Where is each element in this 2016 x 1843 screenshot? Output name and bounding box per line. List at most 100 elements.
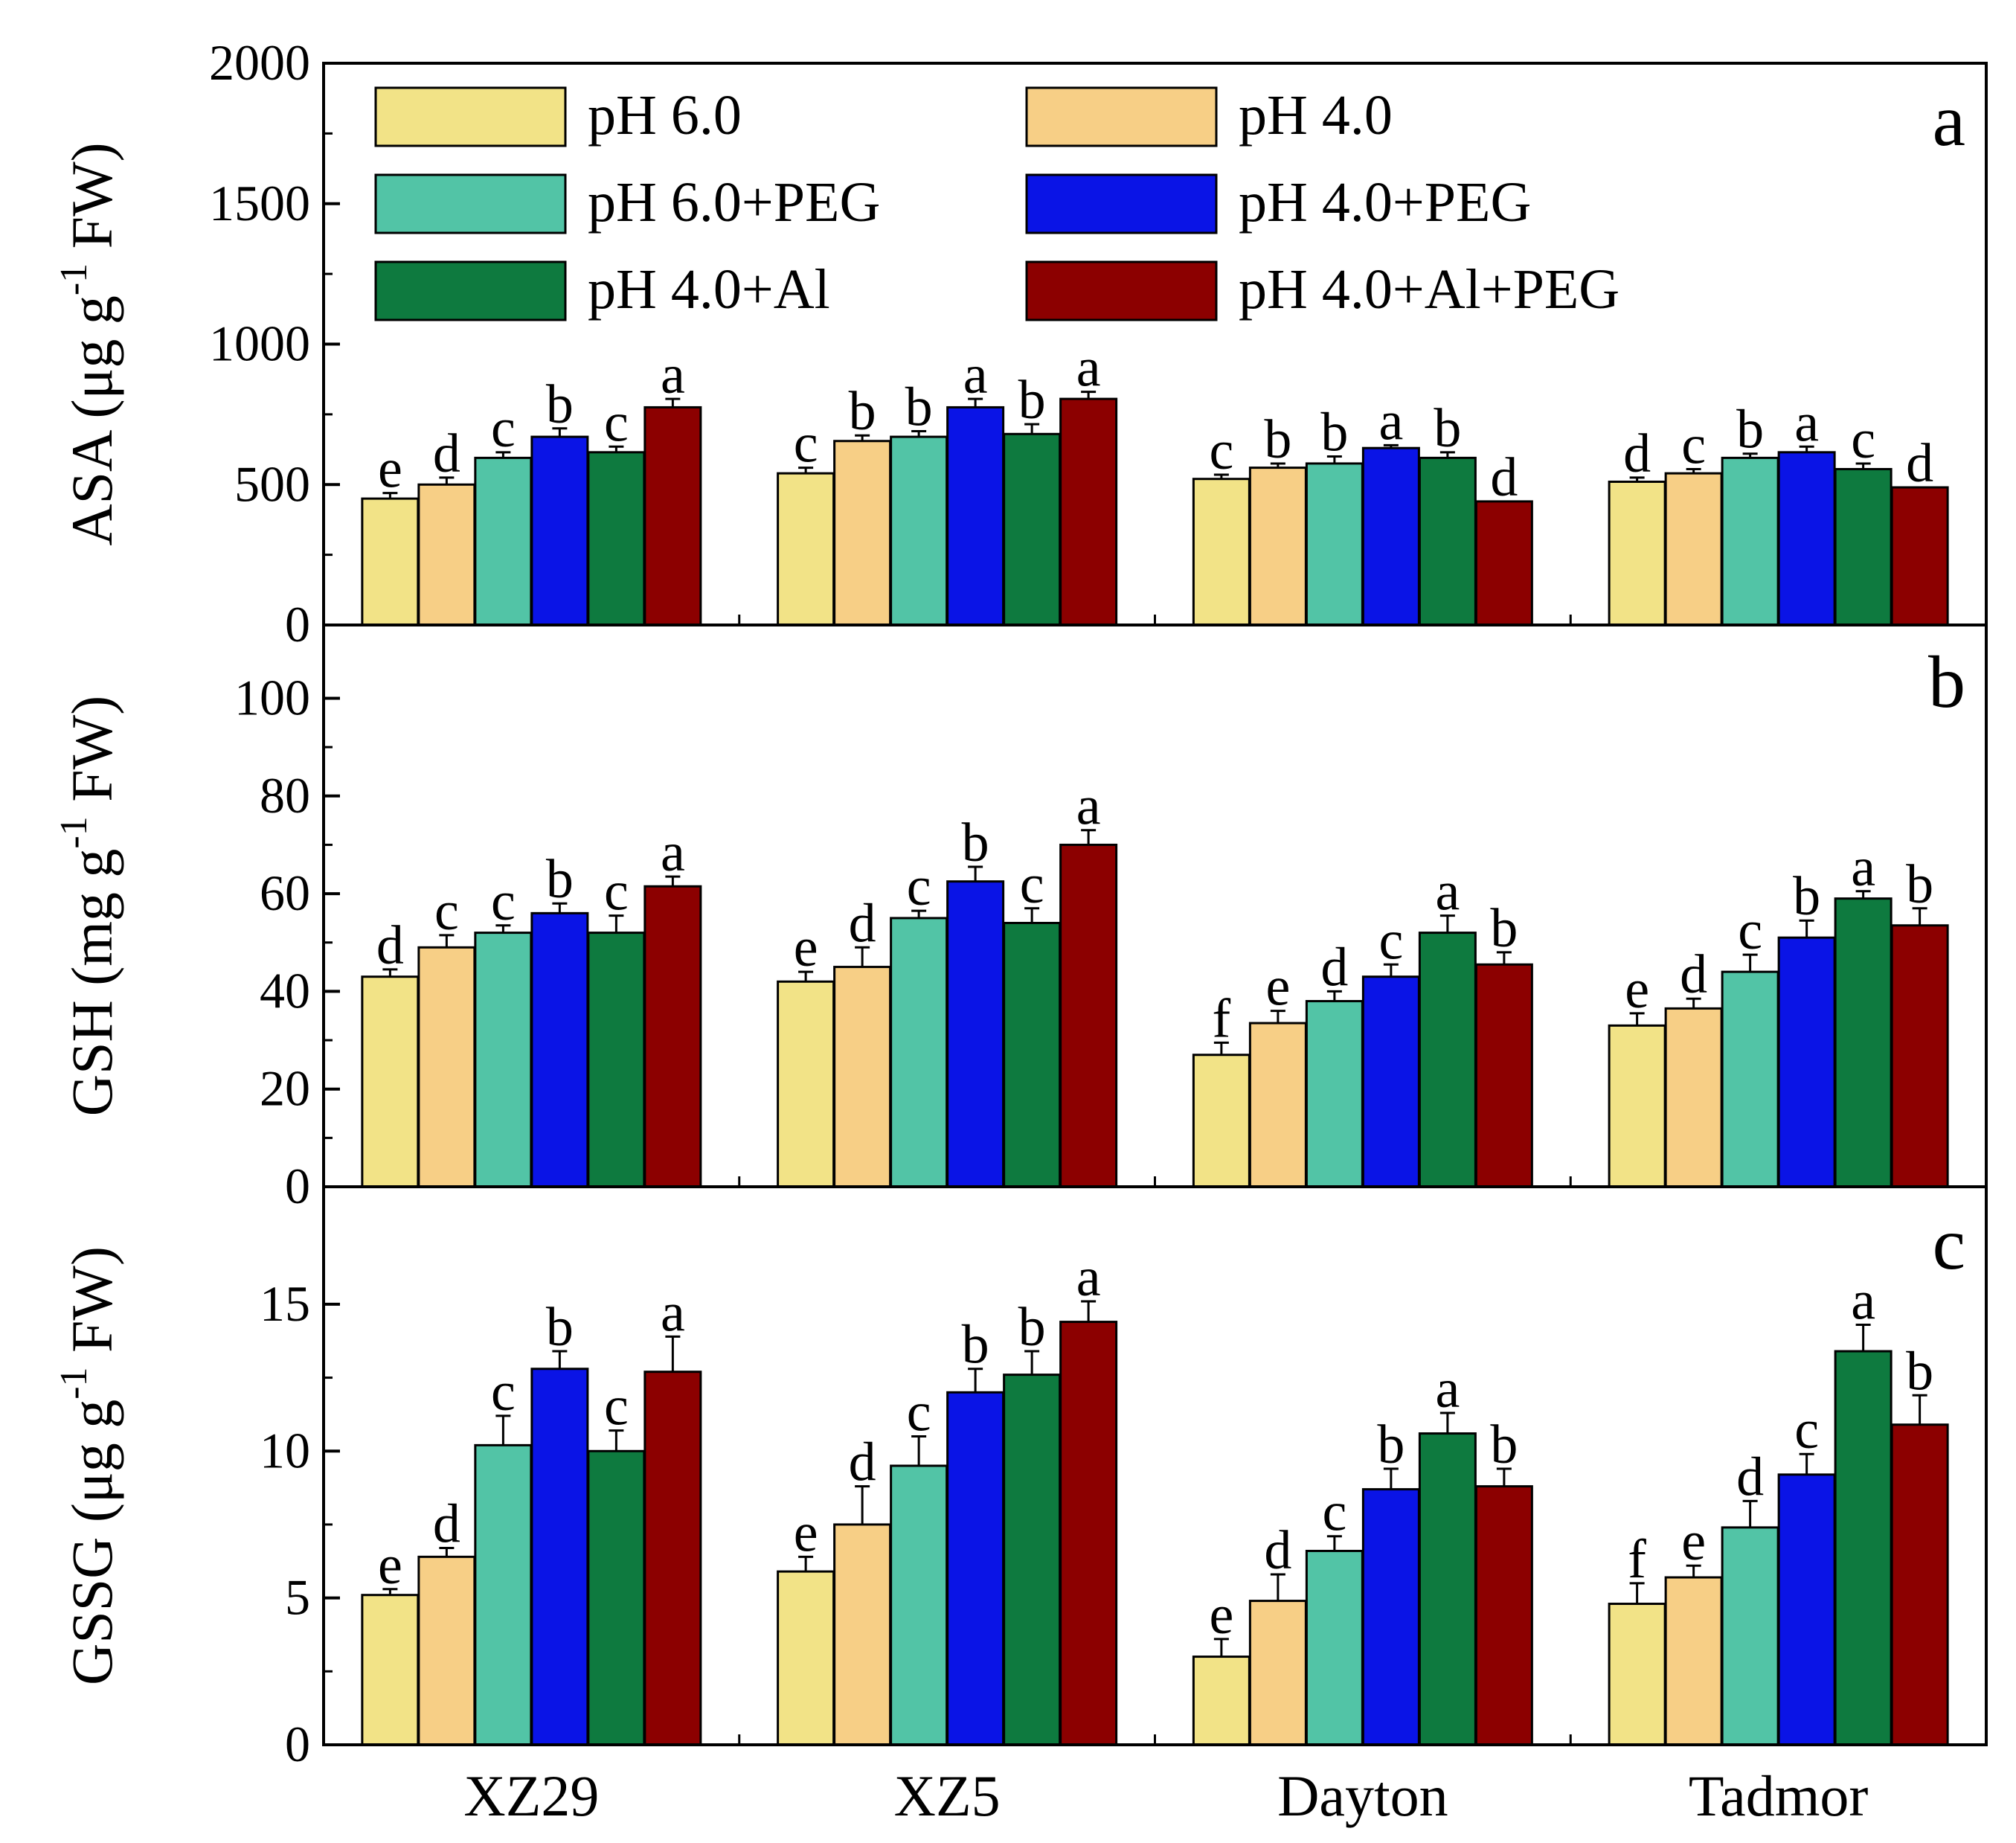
- significance-letter-c-dayton-2: c: [1322, 1482, 1346, 1543]
- bar-c-xz5-1: [833, 1523, 892, 1746]
- significance-letter-c-xz29-0: e: [378, 1535, 402, 1596]
- significance-letter-b-tadmor-1: d: [1680, 944, 1707, 1005]
- significance-letter-b-xz29-5: a: [661, 822, 685, 883]
- bar-c-xz29-5: [643, 1371, 702, 1746]
- panel-letter-b: b: [1928, 641, 1965, 723]
- y-axis-label-main-c: GSSG (μg g: [60, 1400, 124, 1685]
- bar-a-xz29-4: [587, 451, 646, 626]
- bar-b-tadmor-5: [1890, 924, 1949, 1188]
- significance-letter-a-xz29-4: c: [604, 392, 629, 453]
- significance-letter-a-tadmor-3: a: [1794, 392, 1819, 453]
- legend-swatch-4: [374, 260, 567, 321]
- legend-label-0: pH 6.0: [588, 84, 742, 147]
- bar-c-dayton-4: [1418, 1432, 1477, 1746]
- significance-letter-a-xz5-3: a: [963, 344, 988, 406]
- legend-label-4: pH 4.0+Al: [588, 258, 830, 321]
- y-axis-label-tail-c: FW): [60, 1246, 124, 1367]
- panel-letter-a: a: [1933, 79, 1965, 161]
- y-axis-label-tail-a: FW): [60, 142, 124, 263]
- significance-letter-a-xz5-5: a: [1076, 338, 1101, 399]
- significance-letter-a-tadmor-0: d: [1623, 423, 1651, 484]
- bar-c-xz29-2: [474, 1443, 533, 1746]
- significance-letter-a-dayton-1: b: [1264, 409, 1291, 470]
- bar-c-dayton-1: [1248, 1600, 1307, 1746]
- y-axis-label-sup-c: -1: [53, 1367, 95, 1399]
- significance-letter-c-xz5-1: d: [849, 1432, 876, 1493]
- y-tick-label-c-0: 0: [285, 1716, 310, 1772]
- bar-b-tadmor-0: [1608, 1024, 1666, 1188]
- significance-letter-b-xz29-3: b: [546, 849, 574, 910]
- y-tick-label-a-0: 0: [285, 596, 310, 653]
- significance-letter-c-dayton-5: b: [1490, 1414, 1518, 1475]
- bar-c-xz29-4: [587, 1449, 646, 1746]
- significance-letter-b-xz5-4: c: [1020, 854, 1044, 915]
- significance-letter-b-tadmor-0: e: [1625, 959, 1649, 1020]
- bar-a-xz29-3: [530, 435, 589, 626]
- significance-letter-a-dayton-0: c: [1209, 420, 1233, 481]
- bar-b-dayton-0: [1192, 1054, 1251, 1188]
- bar-a-xz5-0: [777, 472, 835, 626]
- bar-a-tadmor-0: [1608, 480, 1666, 626]
- bar-b-xz29-5: [643, 885, 702, 1188]
- bar-b-xz5-3: [946, 880, 1005, 1188]
- category-label-xz5: XZ5: [894, 1763, 1001, 1828]
- panel-a: e c c ddb b cc b b bb aa ac b b ca ad d0500100015002000…: [53, 34, 1988, 653]
- legend-swatch-1: [1025, 86, 1218, 147]
- bar-b-xz29-4: [587, 932, 646, 1188]
- significance-letter-c-xz5-4: b: [1018, 1297, 1046, 1358]
- significance-letter-c-dayton-1: d: [1264, 1520, 1291, 1581]
- significance-letter-a-dayton-4: b: [1434, 398, 1461, 459]
- significance-letter-b-xz29-1: c: [434, 881, 459, 942]
- significance-letter-c-dayton-4: a: [1435, 1359, 1460, 1420]
- y-axis-label-b: GSH (mg g-1 FW): [53, 696, 124, 1117]
- y-tick-label-b-4: 80: [260, 767, 310, 824]
- bar-a-dayton-4: [1418, 456, 1477, 626]
- bar-c-xz5-4: [1003, 1374, 1062, 1746]
- significance-letter-a-dayton-5: d: [1490, 447, 1518, 508]
- bar-b-dayton-5: [1474, 963, 1533, 1188]
- significance-letter-a-xz29-1: d: [433, 423, 460, 484]
- significance-letter-b-tadmor-4: a: [1851, 837, 1875, 898]
- legend-swatch-3: [1025, 173, 1218, 234]
- bar-c-tadmor-3: [1777, 1473, 1836, 1746]
- bar-c-xz29-3: [530, 1368, 589, 1746]
- bar-b-xz5-1: [833, 966, 892, 1188]
- significance-letter-b-xz5-2: c: [907, 856, 931, 917]
- bar-b-dayton-1: [1248, 1022, 1307, 1188]
- y-axis-label-tail-b: FW): [60, 696, 124, 816]
- bar-c-tadmor-1: [1664, 1576, 1723, 1746]
- bar-a-xz29-0: [361, 497, 420, 626]
- bar-a-tadmor-4: [1834, 467, 1893, 626]
- y-tick-label-b-1: 20: [260, 1060, 310, 1117]
- bar-a-tadmor-5: [1890, 486, 1949, 626]
- legend-label-2: pH 6.0+PEG: [588, 171, 880, 234]
- bar-a-dayton-5: [1474, 500, 1533, 626]
- significance-letter-c-dayton-3: b: [1377, 1414, 1405, 1475]
- legend-swatch-5: [1025, 260, 1218, 321]
- y-axis-label-sup-b: -1: [53, 816, 95, 848]
- significance-letter-b-tadmor-5: b: [1906, 854, 1933, 915]
- bar-a-xz29-2: [474, 456, 533, 626]
- bar-c-dayton-3: [1361, 1488, 1420, 1746]
- legend-label-1: pH 4.0: [1239, 84, 1393, 147]
- significance-letter-c-tadmor-1: e: [1681, 1511, 1706, 1572]
- bar-a-xz5-4: [1003, 432, 1062, 626]
- significance-letter-c-tadmor-0: f: [1628, 1529, 1646, 1590]
- y-tick-label-b-3: 60: [260, 865, 310, 921]
- bar-a-tadmor-2: [1721, 456, 1779, 626]
- y-tick-label-a-2: 1000: [209, 315, 310, 372]
- significance-letter-b-xz5-0: e: [794, 917, 818, 978]
- bar-a-xz29-5: [643, 406, 702, 626]
- bar-a-dayton-2: [1305, 462, 1364, 626]
- bar-c-dayton-5: [1474, 1485, 1533, 1746]
- significance-letter-a-xz29-5: a: [661, 344, 685, 406]
- bar-a-tadmor-1: [1664, 472, 1723, 626]
- bar-b-xz5-0: [777, 980, 835, 1188]
- y-axis-label-sup-a: -1: [53, 263, 95, 295]
- bar-c-xz29-1: [417, 1555, 476, 1746]
- bar-c-xz5-3: [946, 1391, 1005, 1746]
- bar-b-xz29-0: [361, 975, 420, 1188]
- significance-letter-b-xz29-2: c: [491, 871, 516, 932]
